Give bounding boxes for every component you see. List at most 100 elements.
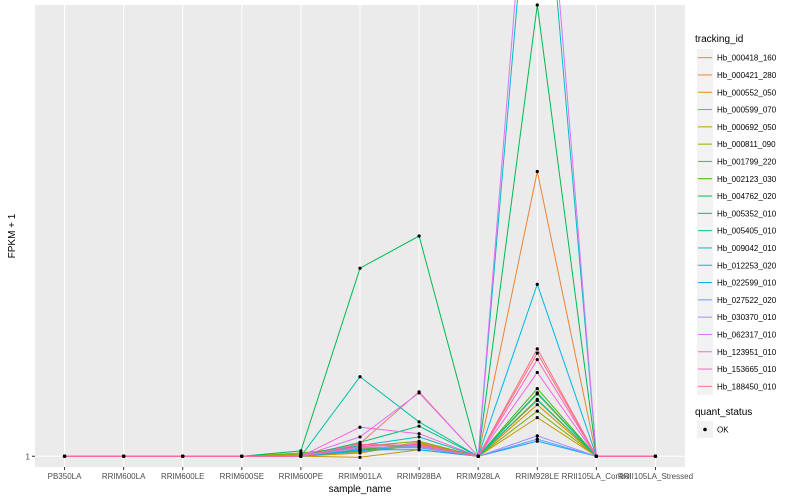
- x-tick-label: RRIM600LA: [102, 472, 146, 481]
- legend-label: Hb_002123_030: [717, 175, 777, 184]
- legend-label: Hb_000421_280: [717, 71, 777, 80]
- legend2-label-ok: OK: [717, 426, 729, 435]
- legend-item: Hb_000552_050: [697, 83, 777, 101]
- data-point: [535, 437, 539, 441]
- x-tick-label: RRIM901LA: [338, 472, 382, 481]
- data-point: [62, 454, 67, 458]
- data-point: [240, 454, 244, 458]
- data-point: [535, 282, 539, 286]
- x-tick-label: RRIM928LA: [456, 472, 500, 481]
- legend-label: Hb_004762_020: [717, 192, 777, 201]
- data-point: [358, 375, 362, 379]
- y-axis-ticks: 1: [26, 452, 35, 461]
- legend-item: Hb_062317_010: [697, 325, 777, 344]
- y-axis-title: FPKM + 1: [7, 213, 18, 258]
- legend-item: Hb_002123_030: [697, 170, 777, 188]
- legend-item: Hb_022599_010: [697, 273, 777, 292]
- x-tick-label: RRIM600PE: [279, 472, 323, 481]
- legend-label: Hb_001799_220: [717, 157, 777, 166]
- data-point: [358, 442, 362, 447]
- data-point: [299, 454, 303, 458]
- data-point: [417, 391, 421, 395]
- data-point: [358, 435, 362, 439]
- x-tick-label: RRIM600SE: [220, 472, 264, 481]
- legend-title: tracking_id: [695, 34, 743, 45]
- data-point: [122, 454, 126, 458]
- data-point: [535, 386, 539, 391]
- data-point: [417, 432, 421, 436]
- data-point: [417, 420, 421, 424]
- legend-label: Hb_005352_010: [717, 209, 777, 218]
- data-point: [417, 435, 421, 439]
- data-point: [417, 439, 421, 443]
- data-point: [535, 370, 539, 375]
- legend-item: Hb_000692_050: [697, 118, 777, 136]
- x-tick-label: RRIM600LE: [161, 472, 205, 481]
- legend-label: Hb_062317_010: [717, 330, 777, 339]
- data-point: [535, 415, 539, 420]
- data-point: [358, 425, 362, 429]
- legend-quant-status: quant_status OK: [695, 407, 752, 438]
- legend-item: Hb_004762_020: [697, 187, 777, 205]
- legend-label: Hb_000811_090: [717, 140, 776, 149]
- x-axis-ticks: PB350LA RRIM600LA RRIM600LE RRIM600SE RRIM60…: [48, 467, 693, 481]
- legend-item: Hb_000418_160: [697, 49, 777, 67]
- data-point: [476, 454, 480, 458]
- legend-item: Hb_009042_010: [697, 239, 777, 257]
- data-point: [594, 454, 598, 458]
- data-point: [417, 443, 421, 448]
- x-axis-title: sample_name: [329, 484, 392, 495]
- data-point: [535, 169, 539, 174]
- legend2-title: quant_status: [695, 407, 752, 418]
- x-tick-label: RRIM928BA: [397, 472, 442, 481]
- data-point: [535, 391, 539, 395]
- legend-item: Hb_000421_280: [697, 66, 777, 84]
- legend-item: Hb_005352_010: [697, 204, 777, 222]
- legend-label: Hb_027522_020: [717, 296, 777, 305]
- data-point: [417, 424, 421, 428]
- data-point: [358, 455, 362, 459]
- legend-label: Hb_022599_010: [717, 279, 777, 288]
- data-point: [535, 434, 539, 438]
- data-point: [653, 454, 658, 458]
- legend-label: Hb_009042_010: [717, 244, 777, 253]
- legend-label: Hb_188450_010: [717, 382, 777, 391]
- data-point: [535, 397, 539, 401]
- grid-major: [35, 5, 685, 467]
- data-point: [417, 234, 421, 238]
- legend-label: Hb_005405_010: [717, 227, 777, 236]
- data-point: [299, 449, 303, 453]
- legend-label: Hb_012253_020: [717, 261, 777, 270]
- legend-item: Hb_123951_010: [697, 343, 777, 361]
- legend-label: Hb_000552_050: [717, 88, 777, 97]
- data-point: [535, 409, 539, 413]
- legend2-key-point: [703, 427, 707, 432]
- x-tick-label: RRIM928LE: [515, 472, 559, 481]
- legend-item: Hb_030370_010: [697, 308, 777, 326]
- legend-item: Hb_012253_020: [697, 256, 777, 274]
- legend-tracking-id: tracking_id Hb_000418_160 Hb_000421_280 Hb…: [695, 34, 777, 395]
- legend-label: Hb_123951_010: [717, 348, 777, 357]
- x-tick-label: PB350LA: [48, 472, 82, 481]
- legend-label: Hb_030370_010: [717, 313, 777, 322]
- data-point: [358, 266, 362, 270]
- data-point: [535, 403, 539, 407]
- x-tick-label: RRII105LA_Control: [562, 472, 632, 481]
- data-point: [535, 357, 539, 362]
- data-point: [535, 3, 539, 7]
- legend-item: Hb_005405_010: [697, 222, 777, 240]
- legend-label: Hb_000599_070: [717, 106, 777, 115]
- data-point: [535, 351, 539, 355]
- y-tick-label: 1: [26, 452, 31, 461]
- legend-item: Hb_027522_020: [697, 291, 777, 309]
- legend-label: Hb_000418_160: [717, 54, 777, 63]
- data-point: [181, 454, 185, 458]
- legend-label: Hb_153665_010: [717, 365, 777, 374]
- legend-item: Hb_153665_010: [697, 360, 777, 378]
- legend-label: Hb_000692_050: [717, 123, 777, 132]
- data-point: [535, 347, 539, 351]
- legend-item: Hb_001799_220: [697, 152, 777, 171]
- legend-item: Hb_000811_090: [697, 135, 776, 153]
- x-tick-label: RRII105LA_Stressed: [618, 472, 693, 481]
